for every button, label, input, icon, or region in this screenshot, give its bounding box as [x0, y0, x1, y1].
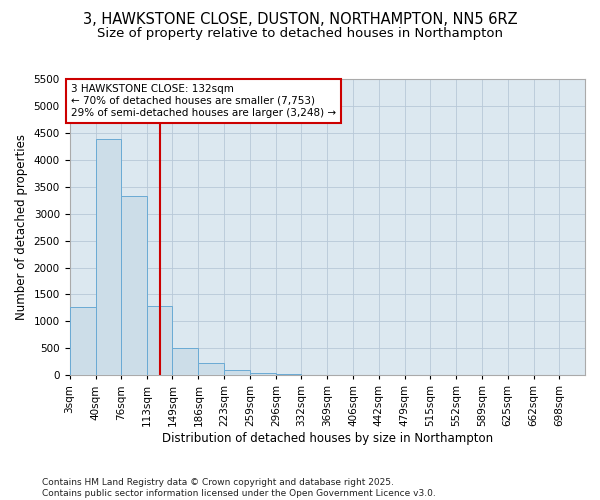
- Text: Contains HM Land Registry data © Crown copyright and database right 2025.
Contai: Contains HM Land Registry data © Crown c…: [42, 478, 436, 498]
- Bar: [199, 363, 224, 376]
- Bar: [172, 348, 199, 376]
- Bar: [95, 140, 121, 376]
- Text: 3, HAWKSTONE CLOSE, DUSTON, NORTHAMPTON, NN5 6RZ: 3, HAWKSTONE CLOSE, DUSTON, NORTHAMPTON,…: [83, 12, 517, 28]
- Bar: [224, 370, 250, 376]
- Text: 3 HAWKSTONE CLOSE: 132sqm
← 70% of detached houses are smaller (7,753)
29% of se: 3 HAWKSTONE CLOSE: 132sqm ← 70% of detac…: [71, 84, 336, 117]
- X-axis label: Distribution of detached houses by size in Northampton: Distribution of detached houses by size …: [162, 432, 493, 445]
- Bar: [147, 306, 172, 376]
- Y-axis label: Number of detached properties: Number of detached properties: [15, 134, 28, 320]
- Text: Size of property relative to detached houses in Northampton: Size of property relative to detached ho…: [97, 28, 503, 40]
- Bar: [70, 307, 95, 376]
- Bar: [276, 374, 301, 376]
- Bar: [121, 196, 147, 376]
- Bar: [250, 373, 276, 376]
